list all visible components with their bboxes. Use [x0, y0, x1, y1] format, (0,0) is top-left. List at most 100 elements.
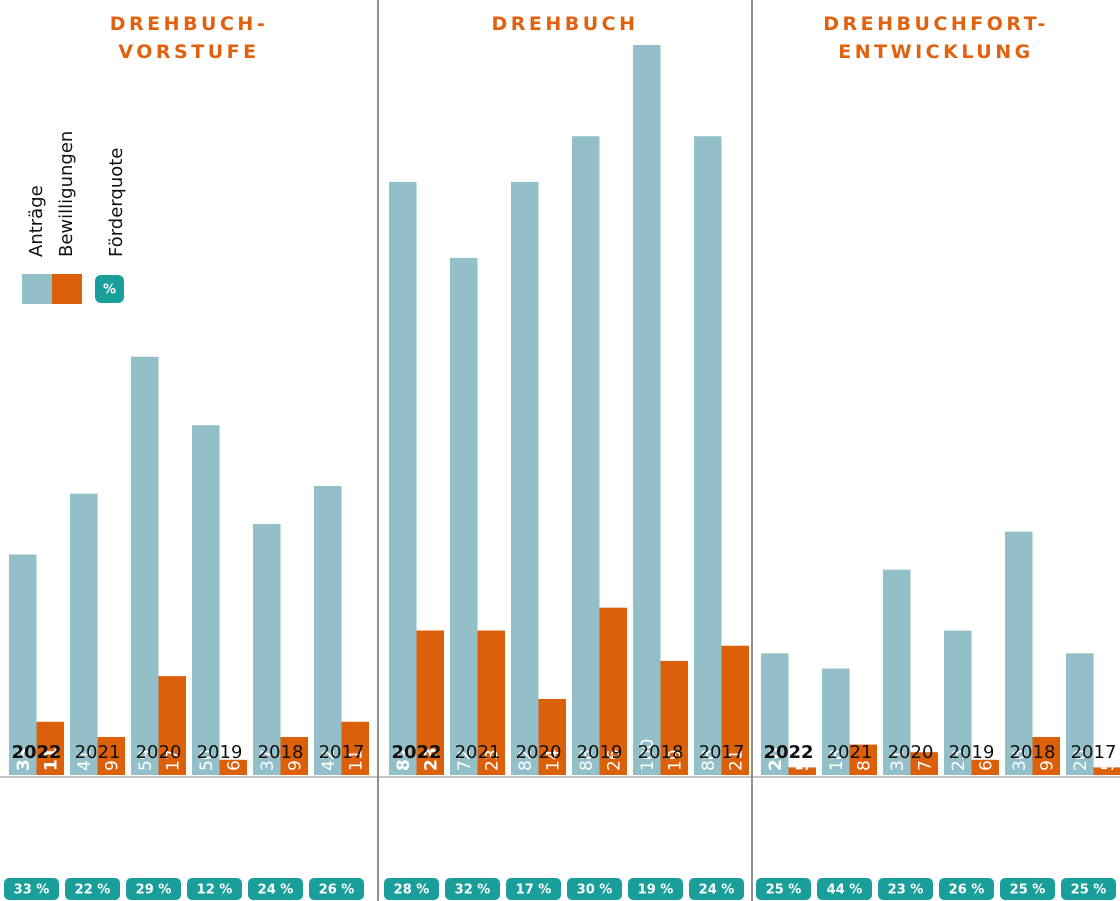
rate-label: 26 %: [319, 883, 355, 898]
x-tick-label: 2018: [638, 742, 684, 763]
panel-title: DREHBUCH: [491, 13, 638, 35]
bar: [822, 668, 850, 775]
bar-value-label: 33: [14, 747, 34, 771]
bar: [416, 630, 444, 775]
rate-badge: [309, 878, 364, 900]
bar-value-label: 20: [1071, 749, 1091, 771]
bar: [721, 645, 749, 775]
x-tick-label: 2017: [1071, 742, 1117, 763]
rate-label: 17 %: [516, 883, 552, 898]
bar: [1093, 767, 1120, 775]
bar-value-label: 8: [854, 760, 874, 771]
bar: [97, 736, 125, 775]
bar-value-label: 82: [394, 747, 414, 771]
rate-label: 12 %: [197, 883, 233, 898]
bar: [788, 767, 816, 775]
x-tick-label: 2021: [827, 742, 873, 763]
legend-swatch: [22, 274, 52, 304]
bar-value-label: 23: [949, 749, 969, 771]
rate-badge: [126, 878, 181, 900]
bar-value-label: 37: [258, 749, 278, 771]
legend-swatch: [52, 274, 82, 304]
bar: [450, 257, 478, 776]
bar: [883, 569, 911, 775]
legend-label: Förderquote: [106, 148, 127, 257]
panel-title: VORSTUFE: [118, 41, 259, 63]
bar-value-label: 18: [827, 749, 847, 771]
rate-badge: [65, 878, 120, 900]
bar: [599, 607, 627, 775]
rate-badge: [939, 878, 994, 900]
rate-badge: [756, 878, 811, 900]
rate-label: 25 %: [766, 883, 802, 898]
rate-label: 24 %: [258, 883, 294, 898]
bar: [219, 759, 247, 775]
rate-badge: [628, 878, 683, 900]
rate-badge: [506, 878, 561, 900]
bar-value-label: 100: [638, 739, 658, 771]
bar: [761, 653, 789, 775]
bar: [910, 752, 938, 775]
bar: [341, 721, 369, 775]
x-tick-label: 2021: [75, 742, 121, 763]
rate-badge: [817, 878, 872, 900]
bar-value-label: 6: [976, 760, 996, 771]
rate-label: 26 %: [949, 883, 985, 898]
rate-label: 23 %: [888, 883, 924, 898]
bar-value-label: 5: [793, 759, 813, 771]
bar-value-label: 7: [915, 760, 935, 771]
rate-label: 44 %: [827, 883, 863, 898]
bar: [694, 136, 722, 775]
panel-title: ENTWICKLUNG: [838, 41, 1033, 63]
bar-value-label: 17: [163, 749, 183, 771]
panel-title: DREHBUCH-: [110, 13, 268, 35]
bar-value-label: 11: [41, 747, 61, 771]
rate-label: 24 %: [699, 883, 735, 898]
rate-label: 25 %: [1010, 883, 1046, 898]
rate-badge: [187, 878, 242, 900]
bar: [633, 45, 661, 775]
bar: [944, 630, 972, 775]
bar: [971, 759, 999, 775]
bar: [389, 181, 417, 775]
bar: [477, 630, 505, 775]
bar-value-label: 19: [665, 749, 685, 771]
x-tick-label: 2022: [763, 742, 813, 763]
bar: [253, 524, 281, 775]
legend-label: Anträge: [26, 185, 47, 257]
bar: [849, 744, 877, 775]
rate-badge: [4, 878, 59, 900]
bar: [572, 136, 600, 775]
bar-value-label: 9: [102, 760, 122, 771]
x-tick-label: 2019: [577, 742, 623, 763]
bar: [70, 493, 98, 775]
legend-label: Bewilligungen: [56, 131, 77, 257]
rate-label: 29 %: [136, 883, 172, 898]
bar: [9, 554, 37, 775]
rate-badge: [384, 878, 439, 900]
rate-badge: [248, 878, 303, 900]
x-tick-label: 2017: [319, 742, 365, 763]
bar: [131, 356, 159, 775]
rate-label: 32 %: [455, 883, 491, 898]
bar-value-label: 11: [346, 749, 366, 771]
bar: [1032, 736, 1060, 775]
bar: [660, 660, 688, 775]
rate-badge: [445, 878, 500, 900]
bar: [1005, 531, 1033, 775]
x-tick-label: 2021: [455, 742, 501, 763]
rate-badge: [1000, 878, 1055, 900]
bar-value-label: 88: [577, 749, 597, 771]
rate-label: 25 %: [1071, 883, 1107, 898]
bar-value-label: 88: [699, 749, 719, 771]
bar-value-label: 31: [888, 749, 908, 771]
legend-swatch: [95, 275, 124, 303]
bar: [314, 486, 342, 775]
rate-label: 28 %: [394, 883, 430, 898]
bar-value-label: 41: [75, 749, 95, 771]
rate-badge: [1061, 878, 1116, 900]
bar-value-label: 20: [766, 747, 786, 771]
panel-title: DREHBUCHFORT-: [823, 13, 1049, 35]
bar: [538, 698, 566, 775]
